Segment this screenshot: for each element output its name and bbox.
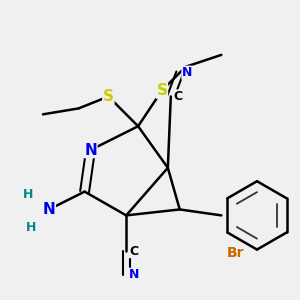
Text: S: S bbox=[156, 83, 167, 98]
Text: S: S bbox=[103, 89, 114, 104]
Text: N: N bbox=[43, 202, 55, 217]
Text: H: H bbox=[26, 221, 36, 234]
Text: H: H bbox=[23, 188, 33, 201]
Text: N: N bbox=[128, 268, 139, 281]
Text: C: C bbox=[129, 244, 138, 258]
Text: Br: Br bbox=[227, 246, 244, 260]
Text: N: N bbox=[182, 66, 192, 79]
Text: C: C bbox=[174, 90, 183, 103]
Text: N: N bbox=[84, 142, 97, 158]
